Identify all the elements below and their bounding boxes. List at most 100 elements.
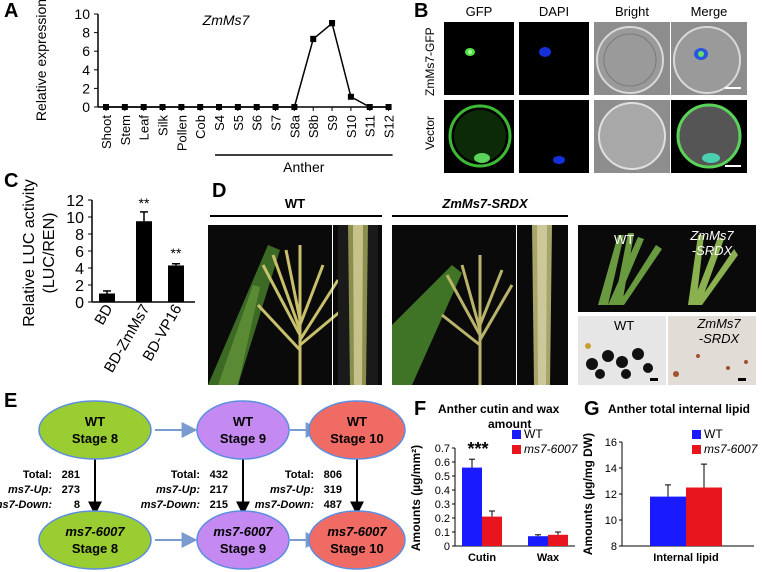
anther-inset-photo xyxy=(578,225,756,312)
g-bar xyxy=(650,496,686,546)
panel-a-letter: A xyxy=(4,0,19,22)
c-ytick-label: 6 xyxy=(75,244,84,261)
col-label-gfp: GFP xyxy=(465,4,493,19)
f-ytick-label: 0.2 xyxy=(435,513,450,525)
c-ylabel-line1: Relative LUC activity xyxy=(21,179,38,327)
e-stat-value: 8 xyxy=(74,499,80,511)
a-title: ZmMs7 xyxy=(202,12,251,28)
c-bar xyxy=(168,265,184,302)
c-significance: ** xyxy=(171,245,182,261)
a-xtick-label: S9 xyxy=(325,115,340,131)
inset-bottom-wt-label: WT xyxy=(614,318,635,333)
label-zmms7-srdx: ZmMs7-SRDX xyxy=(442,196,528,211)
f-legend-label: ms7-6007 xyxy=(524,442,579,456)
c-ytick-label: 10 xyxy=(66,210,84,227)
f-bar xyxy=(482,516,502,546)
c-ytick-label: 12 xyxy=(66,193,84,210)
e-stat-label: ms7-Up: xyxy=(270,484,314,496)
a-group-label: Anther xyxy=(283,159,325,175)
inset-top-wt-label: WT xyxy=(614,232,635,247)
c-ytick-label: 4 xyxy=(75,261,84,278)
f-xtick-label: Wax xyxy=(537,552,560,564)
f-bar xyxy=(528,536,548,546)
a-xtick-label: S8b xyxy=(306,115,321,138)
e-stat-label: Total: xyxy=(171,469,200,481)
a-data-point xyxy=(310,36,317,43)
a-xtick-label: S8a xyxy=(287,114,302,138)
e-node-top-line2: Stage 9 xyxy=(220,431,266,446)
row-label-vector: Vector xyxy=(423,115,437,150)
e-stat-value: 487 xyxy=(324,499,342,511)
f-ytick-label: 0.7 xyxy=(435,443,450,455)
e-node-top xyxy=(38,400,152,460)
inset-bottom-srdx-label: ZmMs7 -SRDX xyxy=(684,316,754,346)
e-stat-label: Total: xyxy=(285,469,314,481)
g-legend-swatch xyxy=(692,430,701,439)
c-xtick-label: BD xyxy=(91,301,116,328)
f-ytick-label: 0.4 xyxy=(435,485,450,497)
e-stat-label: ms7-Down: xyxy=(255,499,315,511)
e-node-bottom-line1: ms7-6007 xyxy=(213,524,273,539)
a-data-point xyxy=(329,20,336,27)
row-label-zmms7-gfp: ZmMs7-GFP xyxy=(423,27,437,96)
c-bar xyxy=(136,221,152,302)
e-node-bottom-line1: ms7-6007 xyxy=(327,524,387,539)
e-node-top xyxy=(196,400,290,460)
a-ytick-label: 0 xyxy=(82,99,90,115)
bright-image-vector xyxy=(594,100,670,173)
f-ytick-label: 0.5 xyxy=(435,471,450,483)
f-legend-swatch xyxy=(512,445,521,454)
col-label-dapi: DAPI xyxy=(538,4,570,19)
g-ytick-label: 14 xyxy=(605,463,617,475)
f-ytick-label: 0.1 xyxy=(435,527,450,539)
g-ylabel: Amounts (µg/mg DW) xyxy=(582,433,595,555)
wt-tassel-photo xyxy=(208,225,382,385)
bright-image-zmms7 xyxy=(594,22,670,95)
a-xtick-label: Leaf xyxy=(137,115,152,141)
g-ytick-label: 10 xyxy=(605,515,617,527)
g-legend-label: ms7-6007 xyxy=(704,442,759,456)
e-node-bottom-line2: Stage 8 xyxy=(72,541,118,556)
g-ytick-label: 8 xyxy=(611,541,617,553)
col-label-merge: Merge xyxy=(690,4,728,19)
c-ytick-label: 2 xyxy=(75,278,84,295)
f-xtick-label: Cutin xyxy=(468,552,496,564)
srdx-underline xyxy=(392,215,568,217)
panel-f-letter: F xyxy=(414,398,427,420)
panel-a-chart: 0 2 4 6 8 10 ZmMs7 Relative expression Shoot Stem… xyxy=(33,0,397,175)
e-node-top-line1: WT xyxy=(347,414,367,429)
f-title-line1: Anther cutin and wax xyxy=(438,402,560,416)
a-xtick-label: Pollen xyxy=(174,115,189,151)
e-stat-label: ms7-Down: xyxy=(141,499,201,511)
e-node-bottom-line1: ms7-6007 xyxy=(65,524,125,539)
inset-top-srdx-line2: -SRDX xyxy=(691,243,733,258)
f-legend-label: WT xyxy=(524,427,543,441)
e-node-bottom xyxy=(308,510,406,570)
f-legend-swatch xyxy=(512,430,521,439)
a-ytick-label: 10 xyxy=(74,6,90,22)
panel-g-letter: G xyxy=(584,398,600,420)
f-ylabel: Amounts (µg/mm²) xyxy=(409,445,423,551)
a-xtick-label: Cob xyxy=(193,115,208,139)
f-title-line2: amount xyxy=(488,417,531,431)
panel-b-letter: B xyxy=(414,0,429,22)
e-stat-label: Total: xyxy=(23,469,52,481)
e-stat-value: 273 xyxy=(62,484,80,496)
e-stat-value: 319 xyxy=(324,484,342,496)
wt-pollen-photo xyxy=(578,316,666,385)
merge-image-zmms7 xyxy=(671,22,747,95)
e-stat-value: 281 xyxy=(62,469,80,481)
e-node-bottom xyxy=(38,510,152,570)
a-xtick-label: S7 xyxy=(269,115,284,131)
e-node-top-line2: Stage 10 xyxy=(330,431,383,446)
e-stat-value: 217 xyxy=(210,484,228,496)
srdx-pollen-photo xyxy=(668,316,756,385)
dapi-image-zmms7 xyxy=(519,22,589,95)
panel-c-letter: C xyxy=(4,170,19,192)
e-node-bottom-line2: Stage 10 xyxy=(330,541,383,556)
label-wt: WT xyxy=(284,196,306,211)
g-ytick-label: 16 xyxy=(605,437,617,449)
a-ytick-label: 6 xyxy=(82,43,90,59)
a-xtick-label: S12 xyxy=(382,115,397,138)
